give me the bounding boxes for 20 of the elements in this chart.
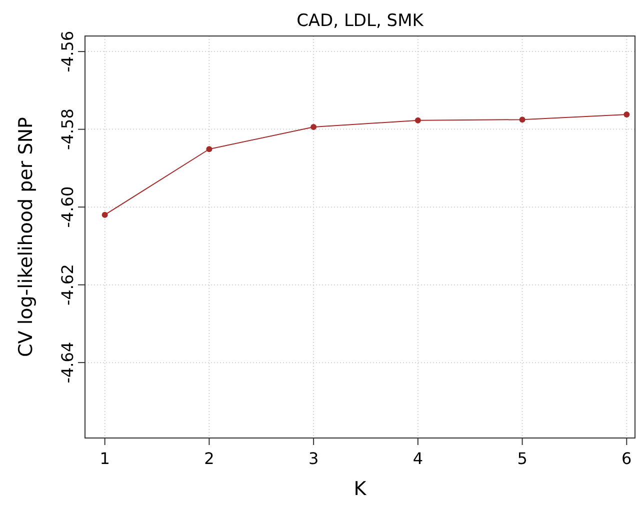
y-tick-label: -4.58 xyxy=(58,108,77,150)
chart-title: CAD, LDL, SMK xyxy=(296,11,424,31)
x-tick-label: 4 xyxy=(412,449,424,468)
x-tick-label: 6 xyxy=(622,449,632,468)
point xyxy=(519,116,526,123)
point xyxy=(624,112,630,118)
x-axis-title: K xyxy=(354,478,367,500)
y-tick-label: -4.60 xyxy=(58,186,77,228)
y-tick-label: -4.56 xyxy=(58,30,77,72)
y-axis-title: CV log-likelihood per SNP xyxy=(15,117,37,357)
x-tick-label: 5 xyxy=(517,449,528,468)
x-tick-label: 2 xyxy=(204,449,214,468)
point xyxy=(206,146,212,152)
y-tick-label: -4.64 xyxy=(58,342,77,384)
x-tick-label: 1 xyxy=(100,449,110,468)
point xyxy=(310,124,317,130)
x-tick-label: 3 xyxy=(308,449,319,468)
point xyxy=(102,212,108,218)
point xyxy=(414,117,421,124)
y-tick-label: -4.62 xyxy=(58,264,77,306)
